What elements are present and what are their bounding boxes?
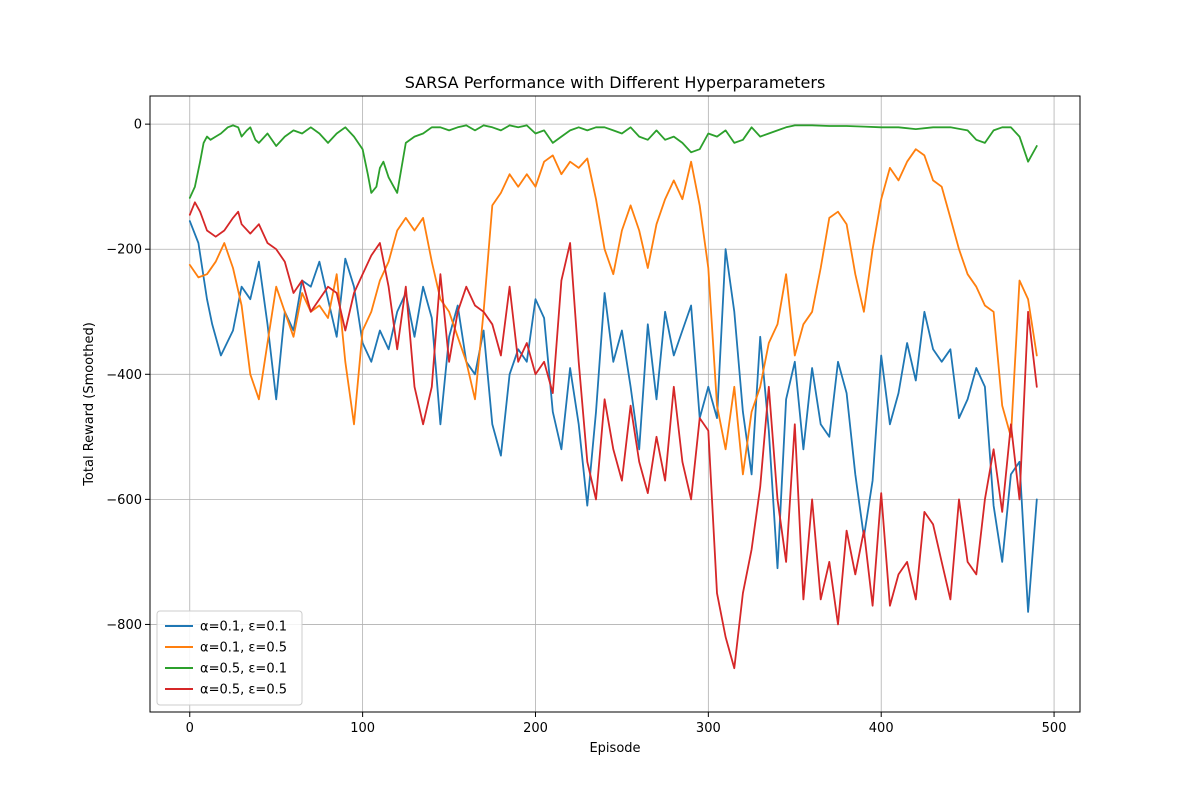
x-axis-label: Episode	[589, 741, 640, 756]
series-layer	[188, 124, 1038, 670]
x-tick-label: 100	[350, 721, 375, 736]
y-tick-label: −800	[106, 618, 142, 633]
legend-label: α=0.1, ε=0.1	[200, 620, 287, 635]
y-tick-label: −600	[106, 493, 142, 508]
plot-area	[150, 96, 1080, 712]
series-line-1	[188, 220, 1038, 613]
series-line-4	[188, 201, 1038, 670]
x-tick-label: 500	[1042, 721, 1067, 736]
legend-label: α=0.5, ε=0.5	[200, 683, 287, 698]
x-tick-label: 300	[696, 721, 721, 736]
axis-ticks: 0 100 200 300 400 500 −800 −600 −400 −200 0	[106, 118, 1066, 736]
x-tick-label: 200	[523, 721, 548, 736]
legend-label: α=0.5, ε=0.1	[200, 662, 287, 677]
x-tick-label: 400	[869, 721, 894, 736]
y-tick-label: 0	[134, 118, 142, 133]
legend: α=0.1, ε=0.1 α=0.1, ε=0.5 α=0.5, ε=0.1 α=0.…	[156, 610, 303, 706]
plot-frame	[149, 95, 1081, 713]
y-tick-label: −400	[106, 368, 142, 383]
series-line-3	[188, 124, 1038, 199]
series-line-2	[188, 148, 1038, 476]
legend-box	[156, 610, 303, 706]
legend-label: α=0.1, ε=0.5	[200, 641, 287, 656]
chart-title: SARSA Performance with Different Hyperpa…	[405, 73, 826, 92]
y-axis-label: Total Reward (Smoothed)	[82, 322, 97, 487]
x-tick-label: 0	[186, 721, 194, 736]
y-tick-label: −200	[106, 243, 142, 258]
